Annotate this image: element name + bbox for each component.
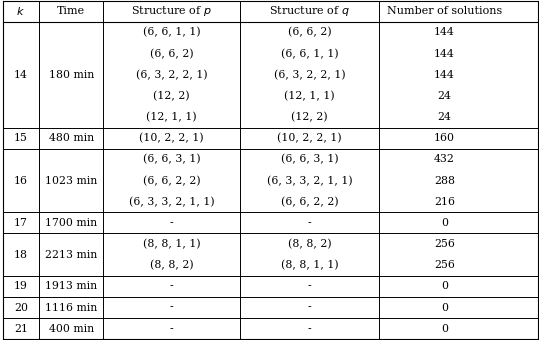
Text: (8, 8, 1, 1): (8, 8, 1, 1): [281, 260, 338, 270]
Text: 400 min: 400 min: [49, 324, 94, 334]
Text: (6, 6, 2): (6, 6, 2): [150, 48, 194, 59]
Text: Structure of $q$: Structure of $q$: [269, 4, 350, 18]
Text: $k$: $k$: [17, 5, 25, 17]
Text: (6, 3, 3, 2, 1, 1): (6, 3, 3, 2, 1, 1): [267, 175, 352, 186]
Text: (8, 8, 1, 1): (8, 8, 1, 1): [143, 239, 201, 249]
Text: 15: 15: [14, 133, 28, 143]
Text: (12, 1, 1): (12, 1, 1): [146, 112, 197, 122]
Text: Structure of $p$: Structure of $p$: [131, 4, 212, 18]
Text: 2213 min: 2213 min: [45, 250, 98, 260]
Text: Number of solutions: Number of solutions: [387, 6, 502, 16]
Text: 144: 144: [434, 70, 455, 80]
Text: 216: 216: [434, 197, 455, 207]
Text: (12, 2): (12, 2): [153, 91, 190, 101]
Text: 1913 min: 1913 min: [45, 282, 97, 291]
Text: 0: 0: [441, 324, 448, 334]
Text: 0: 0: [441, 282, 448, 291]
Text: (6, 6, 2, 2): (6, 6, 2, 2): [281, 197, 338, 207]
Text: (6, 3, 2, 2, 1): (6, 3, 2, 2, 1): [136, 70, 208, 80]
Text: 17: 17: [14, 218, 28, 228]
Text: 432: 432: [434, 154, 455, 165]
Text: (6, 6, 3, 1): (6, 6, 3, 1): [143, 154, 201, 165]
Text: -: -: [170, 282, 174, 291]
Text: (6, 6, 2): (6, 6, 2): [288, 27, 331, 38]
Text: (12, 2): (12, 2): [291, 112, 328, 122]
Text: (10, 2, 2, 1): (10, 2, 2, 1): [139, 133, 204, 143]
Text: 18: 18: [14, 250, 28, 260]
Text: -: -: [308, 303, 311, 312]
Text: 1116 min: 1116 min: [45, 303, 98, 312]
Text: 16: 16: [14, 175, 28, 186]
Text: -: -: [170, 324, 174, 334]
Text: 256: 256: [434, 260, 455, 270]
Text: (6, 3, 2, 2, 1): (6, 3, 2, 2, 1): [274, 70, 345, 80]
Text: 144: 144: [434, 49, 455, 58]
Text: 20: 20: [14, 303, 28, 312]
Text: (6, 6, 3, 1): (6, 6, 3, 1): [281, 154, 338, 165]
Text: 21: 21: [14, 324, 28, 334]
Text: 19: 19: [14, 282, 28, 291]
Text: (8, 8, 2): (8, 8, 2): [150, 260, 194, 270]
Text: 24: 24: [438, 112, 452, 122]
Text: -: -: [170, 303, 174, 312]
Text: 0: 0: [441, 218, 448, 228]
Text: 160: 160: [434, 133, 455, 143]
Text: 256: 256: [434, 239, 455, 249]
Text: Time: Time: [57, 6, 85, 16]
Text: (6, 3, 3, 2, 1, 1): (6, 3, 3, 2, 1, 1): [129, 197, 215, 207]
Text: 1023 min: 1023 min: [45, 175, 98, 186]
Text: 180 min: 180 min: [49, 70, 94, 80]
Text: -: -: [308, 324, 311, 334]
Text: -: -: [308, 218, 311, 228]
Text: 24: 24: [438, 91, 452, 101]
Text: 480 min: 480 min: [49, 133, 94, 143]
Text: (8, 8, 2): (8, 8, 2): [288, 239, 331, 249]
Text: (12, 1, 1): (12, 1, 1): [284, 91, 335, 101]
Text: 0: 0: [441, 303, 448, 312]
Text: 144: 144: [434, 28, 455, 37]
Text: (6, 6, 2, 2): (6, 6, 2, 2): [143, 175, 201, 186]
Text: (6, 6, 1, 1): (6, 6, 1, 1): [281, 48, 338, 59]
Text: -: -: [308, 282, 311, 291]
Text: (6, 6, 1, 1): (6, 6, 1, 1): [143, 27, 201, 38]
Text: (10, 2, 2, 1): (10, 2, 2, 1): [277, 133, 342, 143]
Text: 1700 min: 1700 min: [45, 218, 97, 228]
Text: 288: 288: [434, 175, 455, 186]
Text: -: -: [170, 218, 174, 228]
Text: 14: 14: [14, 70, 28, 80]
